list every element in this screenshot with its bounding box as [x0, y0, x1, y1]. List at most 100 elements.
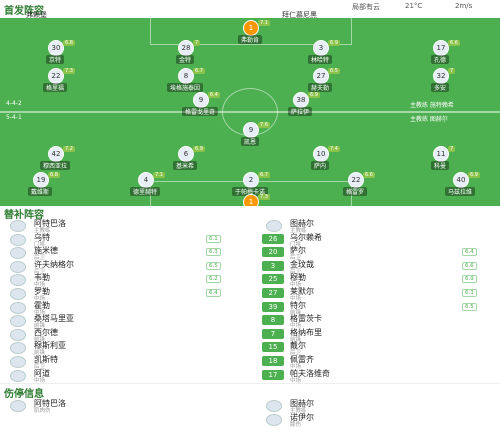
sub-name: 戴尔: [290, 341, 306, 351]
player-number: 10: [313, 146, 329, 162]
sub-avatar: [10, 233, 26, 246]
injury-name: 诺伊尔: [290, 413, 314, 422]
player-name: 戴维斯: [27, 187, 53, 196]
player-number: 38: [293, 92, 309, 108]
sub-name: 莱默尔: [290, 287, 314, 296]
sub-name: 萨尔: [290, 246, 306, 256]
player-name: 弗勒肯: [237, 35, 263, 44]
sub-role: 中场: [34, 309, 46, 316]
sub-rating: 6.3: [206, 248, 221, 257]
sub-role: 中场: [34, 377, 46, 384]
sub-name: 穆勒: [290, 273, 306, 283]
player-name: 穆西亚拉: [39, 161, 71, 170]
sub-rating: 6.5: [462, 302, 477, 311]
injury-status: 主教练: [290, 408, 307, 414]
player-name: 萨内: [310, 161, 330, 170]
player-name: 金特: [175, 55, 195, 64]
player-name: 林哈特: [307, 55, 333, 64]
player-number: 40: [453, 172, 469, 188]
sub-role: 后卫: [34, 364, 46, 370]
sub-number: 18: [262, 356, 284, 366]
sub-role: 中场: [290, 282, 302, 289]
home-formation: 4-4-2: [6, 100, 22, 107]
player-rating: 6.9: [468, 172, 480, 178]
weather: 局部有云: [352, 3, 380, 11]
player-name: 德里赫特: [129, 187, 161, 196]
sub-rating: 6.4: [206, 289, 221, 297]
sub-role: 中场: [290, 323, 302, 330]
sub-name: 穆斯利亚: [34, 341, 66, 351]
player-rating: 7.1: [153, 172, 165, 178]
player-number: 2: [243, 172, 259, 188]
player-number: 19: [33, 172, 49, 188]
player-rating: 6.4: [208, 92, 220, 98]
player-number: 1: [243, 20, 259, 36]
player-number: 11: [433, 146, 449, 162]
away-team: 拜仁慕尼黑: [282, 11, 317, 19]
away-coach: 主教练 图赫尔: [410, 116, 448, 123]
player-rating: 7.3: [63, 68, 75, 74]
player-name: 孔德: [430, 55, 450, 64]
player-number: 27: [313, 68, 329, 84]
sub-role: 主教练: [290, 228, 307, 234]
player-name: 凯恩: [240, 137, 260, 146]
sub-avatar: [266, 220, 282, 232]
player-name: 马兹拉维: [444, 187, 476, 196]
player-name: 多安: [430, 83, 450, 92]
player-rating: 7.2: [63, 146, 75, 152]
sub-avatar: [10, 247, 26, 260]
sub-number: 7: [262, 328, 284, 339]
sub-role: 前锋: [290, 336, 302, 343]
sub-name: 格雷茨卡: [290, 314, 322, 324]
sub-role: 后卫: [34, 268, 46, 275]
player-number: 8: [178, 68, 194, 84]
sub-rating: 6.6: [462, 261, 477, 270]
sub-name: 罗勒: [34, 287, 50, 296]
sub-role: 后卫: [290, 350, 302, 357]
player-rating: 7.1: [258, 20, 270, 26]
sub-rating: 6.2: [206, 275, 221, 284]
player-rating: 6.9: [328, 40, 340, 46]
player-number: 42: [48, 146, 64, 162]
sub-role: 中场: [34, 282, 46, 289]
sub-role: 中场: [290, 364, 302, 370]
sub-role: 中场: [34, 296, 46, 302]
sub-role: 前锋: [290, 309, 302, 316]
sub-rating: 6.1: [206, 234, 221, 243]
sub-name: 格纳布里: [290, 327, 322, 337]
player-rating: 7.6: [258, 122, 270, 128]
sub-number: 15: [262, 342, 284, 353]
sub-name: 图赫尔: [290, 219, 314, 228]
player-number: 9: [193, 92, 209, 108]
sub-avatar: [10, 342, 26, 355]
sub-number: 3: [262, 260, 284, 271]
sub-avatar: [10, 274, 26, 287]
player-rating: 6.8: [63, 40, 75, 46]
player-number: 3: [313, 40, 329, 56]
player-name: 埃格施泰因: [166, 83, 204, 92]
sub-role: 后卫: [290, 255, 302, 262]
sub-role: 门将: [34, 241, 46, 248]
player-number: 22: [348, 172, 364, 188]
sub-role: 后卫: [290, 268, 302, 275]
injury-avatar: [10, 400, 26, 412]
player-name: 赫夫勒: [307, 83, 333, 92]
sub-role: 后卫: [34, 255, 46, 262]
sub-rating: 6.9: [462, 275, 477, 284]
injury-status: 膝伤: [290, 422, 302, 428]
sub-name: 佩雷齐: [290, 355, 314, 364]
sub-avatar: [10, 315, 26, 328]
player-name: 格雷罗: [342, 187, 368, 196]
divider: [0, 383, 500, 384]
sub-name: 韦勒: [34, 273, 50, 283]
sub-number: 8: [262, 315, 284, 326]
sub-role: 中场: [290, 296, 302, 302]
sub-name: 阿特巴洛: [34, 219, 66, 228]
sub-avatar: [10, 260, 26, 273]
pitch: 4-4-2 5-4-1 主教练 施特赖希 主教练 图赫尔 1 弗勒肯 7.1 30 京特…: [0, 18, 500, 206]
sub-avatar: [10, 288, 26, 300]
sub-avatar: [10, 356, 26, 368]
away-formation: 5-4-1: [6, 114, 22, 121]
player-name: 京特: [45, 55, 65, 64]
